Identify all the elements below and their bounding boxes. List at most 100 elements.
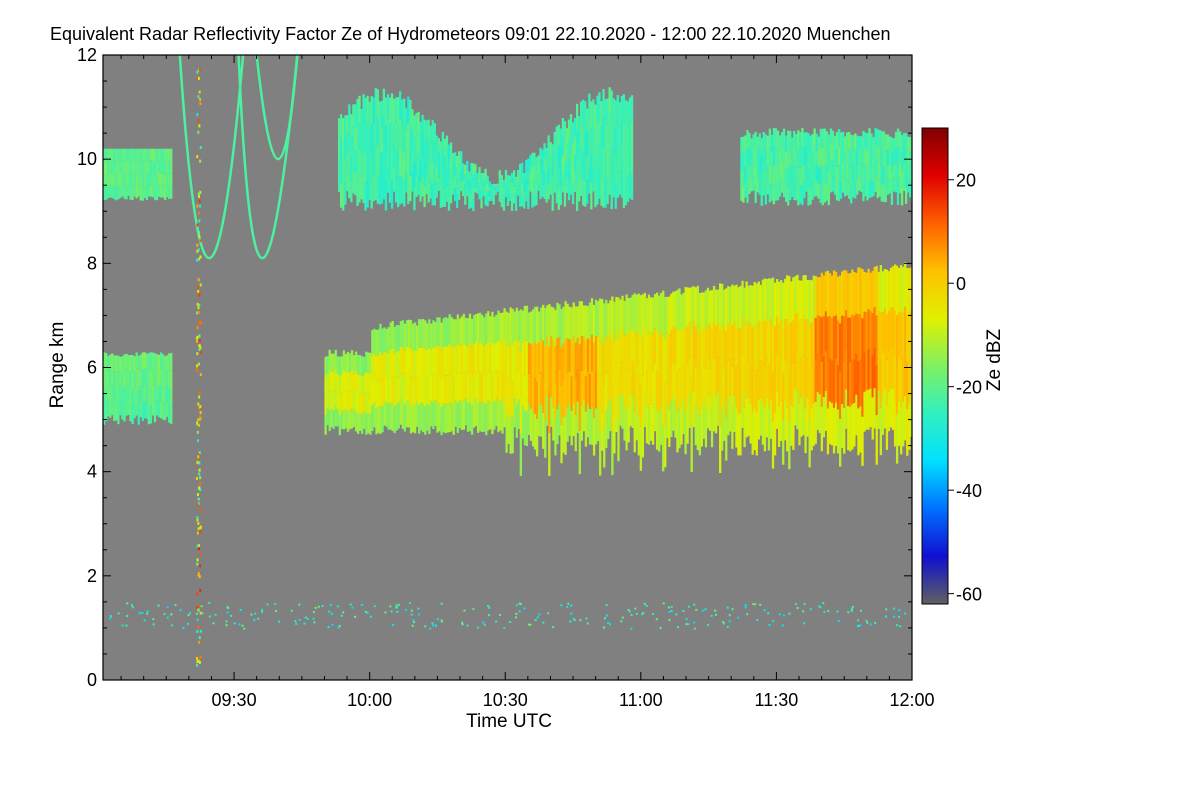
echo-cell bbox=[771, 277, 775, 326]
echo-cell bbox=[365, 372, 368, 394]
echo-cell bbox=[445, 135, 449, 153]
echo-cell bbox=[350, 180, 353, 203]
echo-cell bbox=[666, 296, 669, 333]
echo-cell bbox=[133, 184, 136, 197]
echo-cell bbox=[896, 166, 900, 186]
echo-cell bbox=[298, 603, 301, 606]
echo-cell bbox=[360, 108, 363, 132]
echo-cell bbox=[894, 147, 898, 163]
echo-cell bbox=[338, 376, 341, 396]
echo-cell bbox=[629, 361, 632, 395]
echo-cell bbox=[746, 148, 749, 167]
echo-cell bbox=[594, 372, 598, 409]
echo-cell bbox=[801, 147, 804, 167]
echo-cell bbox=[782, 162, 786, 181]
echo-cell bbox=[660, 407, 663, 446]
echo-cell bbox=[481, 314, 484, 345]
echo-cell bbox=[573, 173, 577, 192]
echo-cell bbox=[424, 406, 427, 435]
echo-cell bbox=[762, 147, 765, 164]
echo-cell bbox=[696, 409, 699, 451]
echo-cell bbox=[668, 618, 671, 621]
echo-cell bbox=[109, 185, 112, 198]
echo-cell bbox=[111, 353, 114, 369]
echo-cell bbox=[629, 329, 632, 362]
echo-cell bbox=[702, 402, 706, 439]
echo-cell bbox=[573, 136, 577, 155]
echo-cell bbox=[580, 405, 584, 441]
echo-cell bbox=[789, 165, 792, 183]
echo-cell bbox=[743, 367, 746, 408]
echo-cell bbox=[559, 128, 563, 148]
echo-cell bbox=[455, 181, 459, 195]
echo-cell bbox=[668, 334, 671, 372]
echo-cell bbox=[274, 602, 277, 605]
echo-cell bbox=[129, 371, 132, 389]
echo-cell bbox=[384, 182, 388, 211]
echo-cell bbox=[767, 407, 771, 451]
echo-cell bbox=[161, 173, 165, 186]
echo-cell bbox=[737, 287, 740, 330]
echo-cell bbox=[700, 331, 704, 370]
echo-cell bbox=[163, 613, 166, 616]
echo-cell bbox=[816, 277, 819, 316]
echo-cell bbox=[488, 196, 491, 202]
echo-cell bbox=[452, 405, 455, 435]
echo-cell bbox=[668, 371, 671, 410]
echo-cell bbox=[155, 384, 159, 401]
echo-cell bbox=[866, 621, 869, 624]
echo-cell bbox=[772, 166, 776, 186]
echo-cell bbox=[330, 353, 333, 372]
echo-cell bbox=[852, 150, 855, 167]
echo-cell bbox=[788, 372, 791, 421]
echo-cell bbox=[594, 155, 597, 182]
echo-cell bbox=[488, 191, 491, 197]
echo-cell bbox=[610, 90, 613, 121]
echo-cell bbox=[164, 356, 167, 373]
echo-cell bbox=[846, 179, 849, 196]
echo-cell bbox=[826, 316, 830, 363]
echo-cell bbox=[523, 340, 527, 376]
echo-cell bbox=[567, 602, 570, 605]
echo-cell bbox=[586, 156, 589, 180]
echo-cell bbox=[841, 146, 845, 163]
echo-cell bbox=[468, 180, 471, 191]
echo-cell bbox=[143, 185, 146, 198]
echo-cell bbox=[800, 397, 803, 437]
echo-cell bbox=[890, 188, 894, 205]
echo-cell bbox=[196, 311, 199, 315]
echo-cell bbox=[139, 148, 142, 162]
echo-cell bbox=[403, 152, 406, 180]
echo-cell bbox=[424, 320, 427, 349]
echo-cell bbox=[867, 349, 870, 390]
echo-cell bbox=[462, 400, 466, 430]
echo-cell bbox=[391, 403, 394, 432]
echo-cell bbox=[859, 313, 862, 361]
echo-cell bbox=[462, 171, 465, 180]
echo-cell bbox=[607, 337, 610, 372]
echo-cell bbox=[635, 403, 638, 441]
echo-cell bbox=[503, 337, 506, 368]
echo-cell bbox=[139, 385, 142, 402]
echo-cell bbox=[727, 323, 730, 361]
echo-cell bbox=[763, 609, 766, 612]
echo-cell bbox=[621, 362, 624, 396]
echo-cell bbox=[754, 167, 757, 186]
echo-cell bbox=[614, 154, 617, 182]
echo-cell bbox=[444, 375, 447, 405]
echo-cell bbox=[611, 341, 614, 386]
echo-cell bbox=[440, 620, 443, 623]
echo-cell bbox=[571, 163, 575, 184]
echo-cell bbox=[789, 182, 792, 201]
echo-cell bbox=[107, 370, 110, 387]
echo-cell bbox=[386, 143, 390, 169]
echo-cell bbox=[127, 148, 130, 161]
echo-cell bbox=[843, 361, 846, 408]
echo-cell bbox=[153, 370, 157, 388]
echo-cell bbox=[143, 352, 146, 369]
echo-cell bbox=[690, 379, 693, 426]
echo-cell bbox=[635, 612, 638, 615]
echo-cell bbox=[910, 352, 912, 395]
echo-cell bbox=[573, 619, 576, 622]
echo-cell bbox=[366, 123, 369, 152]
